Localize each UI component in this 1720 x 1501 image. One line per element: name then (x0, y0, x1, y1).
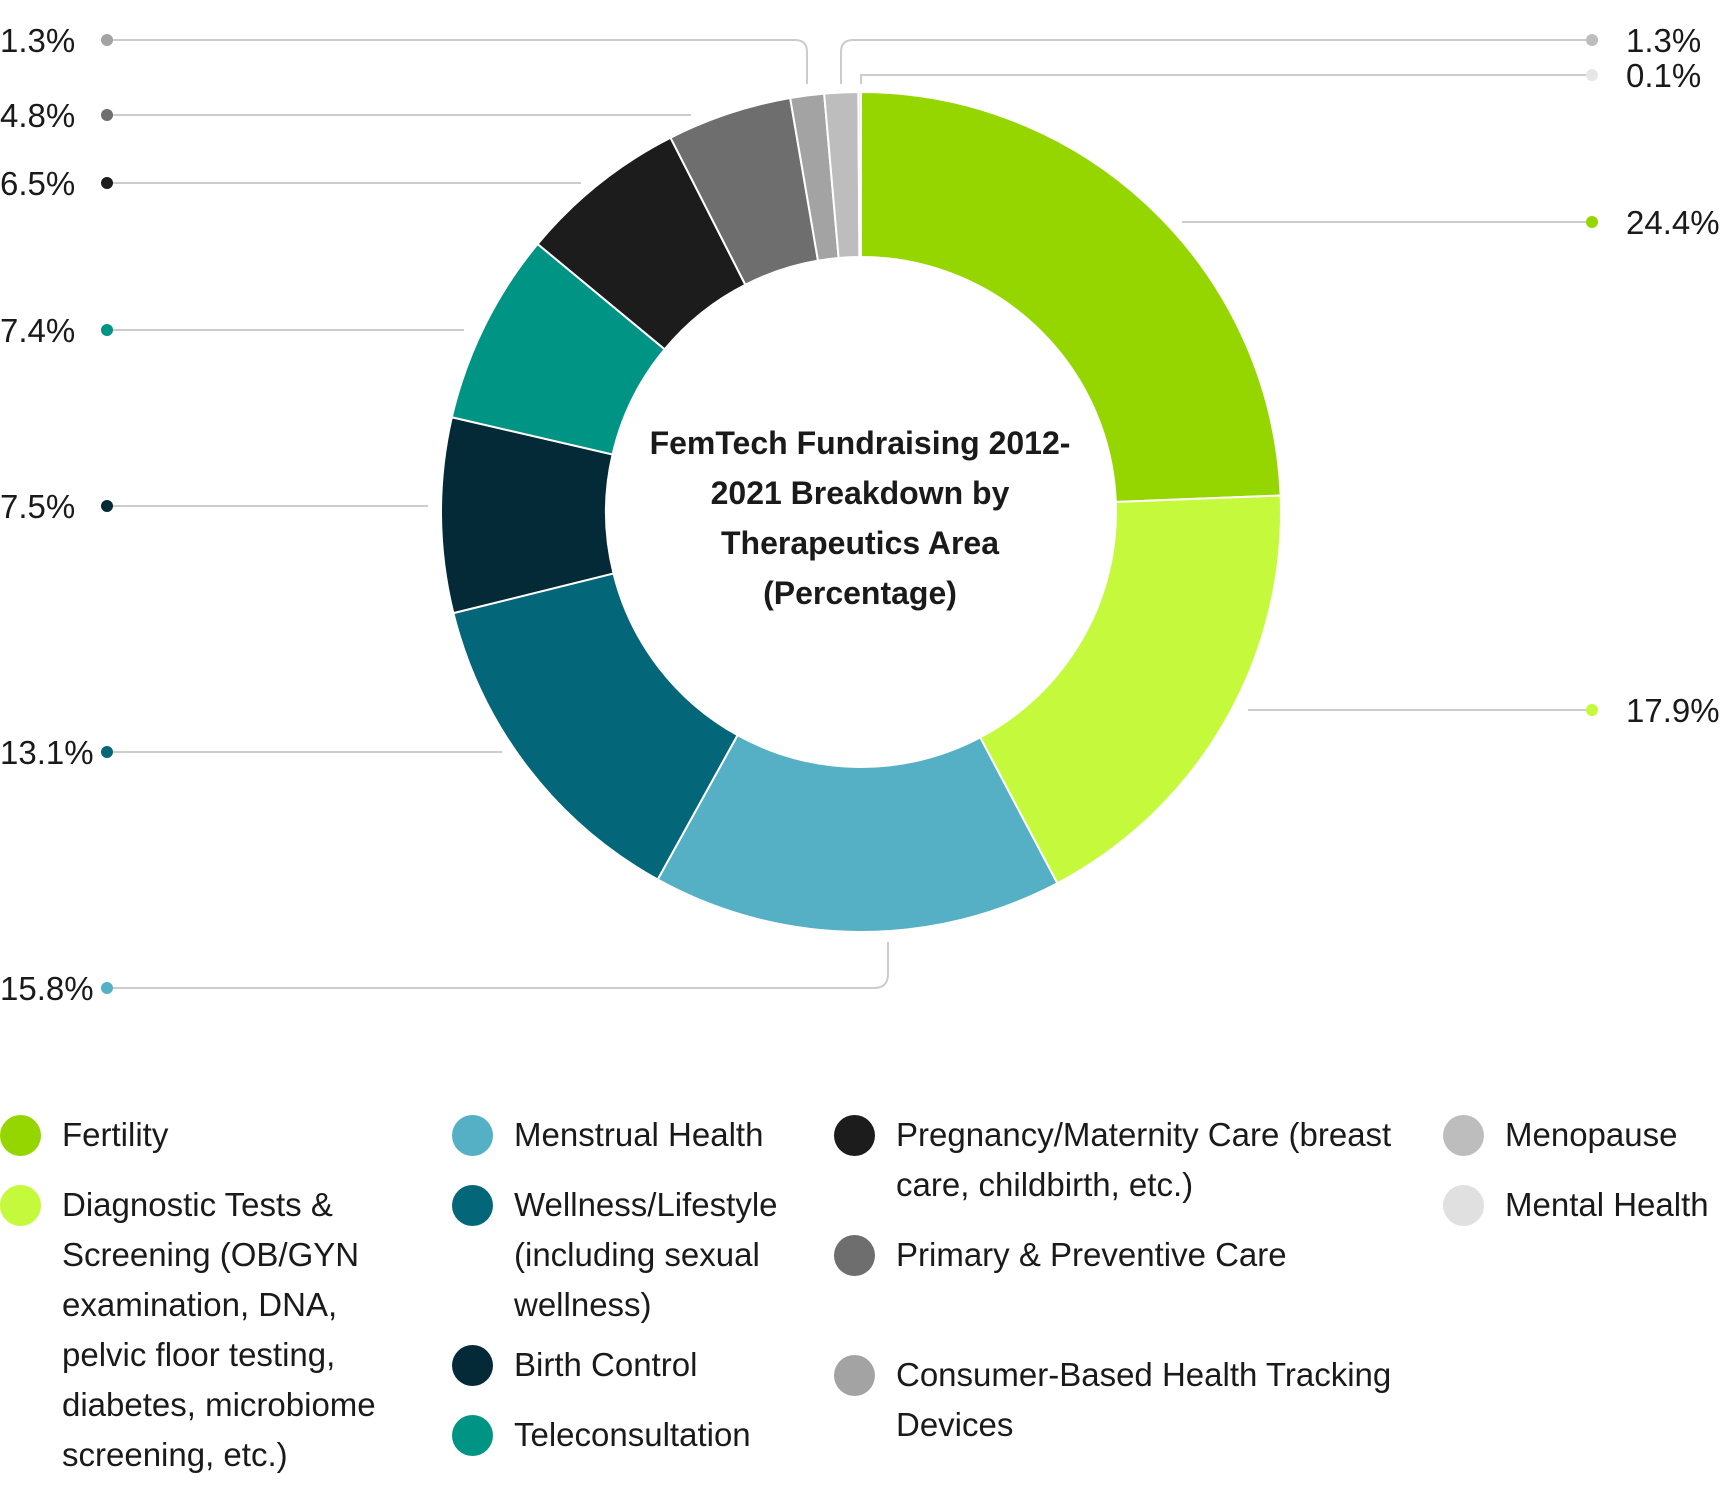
legend-item-consumer-based-health-tracking-devices: Consumer-Based Health Tracking Devices (834, 1350, 1394, 1450)
leader-dot-mental-health (1586, 69, 1598, 81)
donut-chart: 24.4% 17.9% 15.8% 13.1% 7.5% 7.4% 6.5% 4.8% 1.3%… (0, 22, 1720, 1007)
leader-dot-wellness-lifestyle-including-sexual-well (101, 746, 113, 758)
legend-item-teleconsultation: Teleconsultation (452, 1410, 812, 1460)
leader-dot-menstrual-health (101, 982, 113, 994)
legend-swatch (452, 1415, 493, 1456)
value-label-menstrual-health: 15.8% (0, 970, 94, 1007)
legend-item-menopause: Menopause (1443, 1110, 1720, 1160)
legend-item-mental-health: Mental Health (1443, 1180, 1720, 1230)
legend-label: Teleconsultation (514, 1416, 751, 1453)
value-label-menopause: 1.3% (1626, 22, 1701, 59)
legend-item-diagnostic-tests-screening-ob-gyn-examin: Diagnostic Tests & Screening (OB/GYN exa… (0, 1180, 400, 1480)
legend-label: Mental Health (1505, 1186, 1709, 1223)
legend-label: Wellness/Lifestyle (including sexual wel… (514, 1186, 778, 1323)
leader-lines (101, 34, 1598, 994)
legend-swatch (834, 1235, 875, 1276)
leader-dot-diagnostic-tests-screening-ob-gyn-examin (1586, 704, 1598, 716)
legend-item-primary-preventive-care: Primary & Preventive Care (834, 1230, 1394, 1280)
legend-label: Primary & Preventive Care (896, 1236, 1287, 1273)
leader-line-menstrual-health (107, 942, 889, 989)
legend-swatch (834, 1115, 875, 1156)
donut-slices (440, 90, 1283, 933)
value-label-diagnostic-tests-screening-ob-gyn-examin: 17.9% (1626, 692, 1720, 729)
leader-dot-teleconsultation (101, 324, 113, 336)
legend-swatch (452, 1345, 493, 1386)
legend-item-birth-control: Birth Control (452, 1340, 812, 1390)
leader-dot-primary-preventive-care (101, 109, 113, 121)
legend-label: Consumer-Based Health Tracking Devices (896, 1356, 1392, 1443)
leader-line-mental-health (860, 74, 1592, 84)
value-labels: 24.4% 17.9% 15.8% 13.1% 7.5% 7.4% 6.5% 4.8% 1.3%… (0, 22, 1720, 1007)
legend-label: Menopause (1505, 1116, 1678, 1153)
value-label-consumer-based-health-tracking-devices: 1.3% (0, 22, 75, 59)
value-label-primary-preventive-care: 4.8% (0, 97, 75, 134)
legend-label: Menstrual Health (514, 1116, 764, 1153)
chart-title: FemTech Fundraising 2012-2021 Breakdown … (649, 425, 1071, 611)
slice-wellness-lifestyle-including-sexual-well (452, 572, 739, 881)
slice-menstrual-health (656, 733, 1059, 933)
slice-mental-health (857, 90, 862, 259)
legend-swatch (452, 1115, 493, 1156)
legend-label: Birth Control (514, 1346, 698, 1383)
leader-dot-pregnancy-maternity-care-breast-care-chi (101, 177, 113, 189)
legend-item-fertility: Fertility (0, 1110, 400, 1160)
value-label-teleconsultation: 7.4% (0, 312, 75, 349)
value-label-pregnancy-maternity-care-breast-care-chi: 6.5% (0, 165, 75, 202)
value-label-wellness-lifestyle-including-sexual-well: 13.1% (0, 734, 94, 771)
legend-swatch (0, 1115, 41, 1156)
legend-swatch (452, 1185, 493, 1226)
legend-swatch (1443, 1115, 1484, 1156)
legend-item-wellness-lifestyle-including-sexual-well: Wellness/Lifestyle (including sexual wel… (452, 1180, 812, 1330)
leader-dot-menopause (1586, 34, 1598, 46)
legend-label: Pregnancy/Maternity Care (breast care, c… (896, 1116, 1392, 1203)
legend-swatch (834, 1355, 875, 1396)
slice-diagnostic-tests-screening-ob-gyn-examin (978, 494, 1283, 885)
legend-swatch (0, 1185, 41, 1226)
legend-item-menstrual-health: Menstrual Health (452, 1110, 812, 1160)
value-label-birth-control: 7.5% (0, 488, 75, 525)
slice-fertility (860, 90, 1282, 504)
value-label-mental-health: 0.1% (1626, 57, 1701, 94)
leader-dot-consumer-based-health-tracking-devices (101, 34, 113, 46)
legend-label: Fertility (62, 1116, 169, 1153)
legend: Fertility Diagnostic Tests & Screening (O… (0, 1110, 1720, 1490)
leader-dot-birth-control (101, 500, 113, 512)
leader-line-consumer-based-health-tracking-devices (107, 39, 808, 84)
value-label-fertility: 24.4% (1626, 204, 1720, 241)
leader-line-menopause (840, 39, 1592, 84)
legend-item-pregnancy-maternity-care-breast-care-chi: Pregnancy/Maternity Care (breast care, c… (834, 1110, 1394, 1210)
leader-dot-fertility (1586, 216, 1598, 228)
legend-label: Diagnostic Tests & Screening (OB/GYN exa… (62, 1186, 376, 1473)
legend-swatch (1443, 1185, 1484, 1226)
